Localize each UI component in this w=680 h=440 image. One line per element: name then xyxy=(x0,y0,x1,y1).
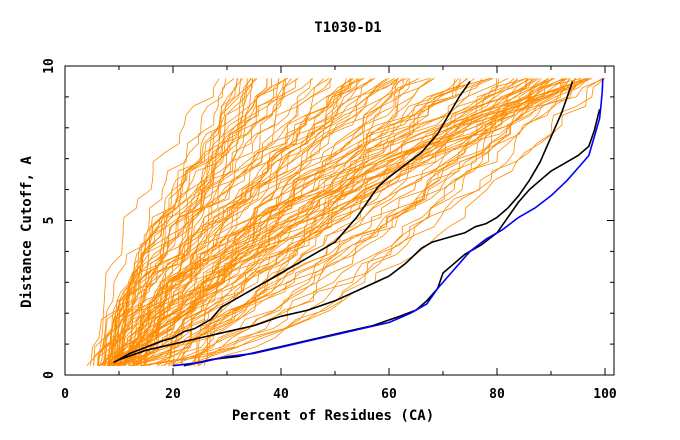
model-curve-27 xyxy=(98,78,220,366)
model-curve-88 xyxy=(181,78,527,366)
model-curve-64 xyxy=(114,78,492,366)
plot-area xyxy=(86,78,606,367)
y-tick-label: 5 xyxy=(42,217,57,225)
model-curve-101 xyxy=(120,78,566,367)
model-curve-54 xyxy=(112,78,420,367)
model-curve-106 xyxy=(168,78,569,366)
model-curve-50 xyxy=(136,78,499,367)
model-curve-66 xyxy=(99,78,387,366)
model-curve-114 xyxy=(160,78,577,367)
x-axis-label: Percent of Residues (CA) xyxy=(232,408,434,424)
model-curve-72 xyxy=(103,78,491,366)
y-tick-label: 0 xyxy=(42,371,57,379)
x-tick-label: 0 xyxy=(61,387,69,402)
model-curve-62 xyxy=(140,78,404,366)
model-curve-109 xyxy=(119,78,532,367)
model-curve-17 xyxy=(102,78,280,366)
x-tick-label: 80 xyxy=(489,387,505,402)
y-tick-labels: 0 5 10 xyxy=(42,58,57,379)
model-curve-86 xyxy=(198,78,550,367)
model-curve-94 xyxy=(128,78,566,366)
model-curve-44 xyxy=(112,78,330,366)
model-curve-6 xyxy=(97,78,287,366)
model-curve-71 xyxy=(101,78,399,366)
model-curve-107 xyxy=(180,78,535,366)
model-curve-74 xyxy=(128,78,483,366)
x-tick-labels: 0 20 40 60 80 100 xyxy=(61,387,617,402)
model-curve-45 xyxy=(107,78,244,367)
axis-ticks xyxy=(64,65,614,376)
model-curve-60 xyxy=(141,78,395,366)
x-tick-label: 60 xyxy=(381,387,397,402)
model-curve-120 xyxy=(134,78,589,366)
x-tick-label: 40 xyxy=(273,387,289,402)
model-curve-111 xyxy=(167,78,570,367)
highlight-curve-2 xyxy=(118,81,574,361)
model-curve-100 xyxy=(108,78,542,367)
model-curve-102 xyxy=(120,78,554,366)
model-curve-37 xyxy=(115,78,238,366)
model-curve-69 xyxy=(128,78,399,367)
x-tick-label: 20 xyxy=(165,387,181,402)
model-curve-29 xyxy=(118,78,363,366)
model-curve-93 xyxy=(157,78,566,367)
model-curve-34 xyxy=(90,78,375,366)
y-axis-label: Distance Cutoff, A xyxy=(19,156,35,308)
model-curve-117 xyxy=(142,78,603,367)
model-curve-98 xyxy=(133,78,518,366)
model-curve-116 xyxy=(143,78,582,366)
model-curve-42 xyxy=(93,78,333,366)
model-curve-119 xyxy=(188,78,518,366)
model-curve-113 xyxy=(131,78,527,366)
model-curve-10 xyxy=(115,78,351,366)
highlight-curve-1 xyxy=(113,80,471,364)
model-curve-91 xyxy=(110,78,606,366)
model-curve-104 xyxy=(188,78,553,367)
model-curve-118 xyxy=(197,78,540,366)
model-curve-4 xyxy=(108,78,299,366)
model-curve-16 xyxy=(116,78,372,367)
model-curve-40 xyxy=(113,78,273,366)
model-curve-2 xyxy=(93,78,288,366)
model-curve-110 xyxy=(131,78,571,367)
chart-title: T1030-D1 xyxy=(314,20,381,36)
model-curve-75 xyxy=(104,78,403,366)
model-curve-115 xyxy=(140,78,533,367)
blue-curve xyxy=(172,78,604,367)
model-curve-19 xyxy=(107,78,331,366)
x-tick-label: 100 xyxy=(593,387,617,402)
model-curve-108 xyxy=(120,78,593,367)
y-tick-label: 10 xyxy=(42,58,57,74)
model-curve-103 xyxy=(145,78,509,366)
